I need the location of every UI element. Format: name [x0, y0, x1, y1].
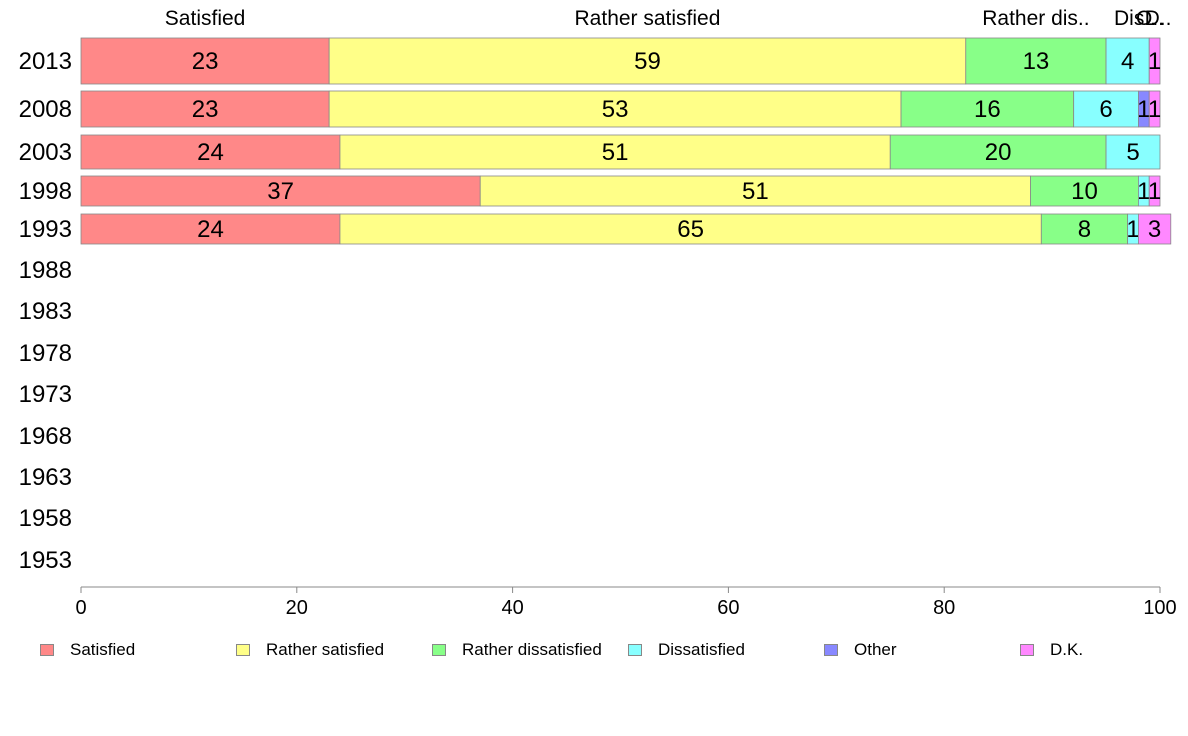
bar-label-2003-rather-satisfied: 51	[602, 139, 629, 166]
year-label-1988: 1988	[19, 257, 72, 284]
year-label-1993: 1993	[19, 216, 72, 243]
legend-label: Rather satisfied	[266, 640, 385, 659]
bar-1998-d-k-	[1148, 175, 1161, 207]
legend-swatch	[40, 644, 54, 656]
top-label-3: Dis..	[1114, 7, 1156, 30]
year-label-1953: 1953	[19, 547, 72, 574]
legend-swatch	[432, 644, 446, 656]
top-label-0: Satisfied	[165, 7, 246, 30]
legend-swatch	[628, 644, 642, 656]
year-label-2003: 2003	[19, 139, 72, 166]
bar-label-1993-satisfied: 24	[197, 216, 224, 243]
bar-1993-d-k-	[1138, 213, 1172, 245]
bar-2008-rather-dissatisfied	[900, 90, 1075, 128]
bar-label-2008-other: 1	[1137, 96, 1150, 123]
bar-2008-dissatisfied	[1073, 90, 1139, 128]
bar-2008-rather-satisfied	[328, 90, 902, 128]
bar-label-2003-satisfied: 24	[197, 139, 224, 166]
year-label-1968: 1968	[19, 423, 72, 450]
bar-1998-rather-dissatisfied	[1030, 175, 1139, 207]
bar-1998-rather-satisfied	[479, 175, 1031, 207]
year-label-1973: 1973	[19, 381, 72, 408]
bar-label-1998-rather-dissatisfied: 10	[1071, 178, 1098, 205]
bar-label-1998-satisfied: 37	[267, 178, 294, 205]
bar-label-2008-dissatisfied: 6	[1099, 96, 1112, 123]
legend: Satisfied Rather satisfied Rather dissatis…	[0, 640, 1188, 662]
top-label-2: Rather dis..	[982, 7, 1089, 30]
legend-label: Satisfied	[70, 640, 136, 659]
legend-swatch	[824, 644, 838, 656]
year-label-1963: 1963	[19, 464, 72, 491]
x-tick-label-60: 60	[717, 597, 739, 619]
bar-label-2008-d-k-: 1	[1148, 96, 1161, 123]
year-label-1958: 1958	[19, 505, 72, 532]
bar-label-2008-rather-satisfied: 53	[602, 96, 629, 123]
bar-label-2003-rather-dissatisfied: 20	[985, 139, 1012, 166]
legend-item-satisfied: Satisfied	[40, 640, 135, 660]
bar-label-1998-rather-satisfied: 51	[742, 178, 769, 205]
bar-label-1993-rather-dissatisfied: 8	[1078, 216, 1091, 243]
bar-label-1998-dissatisfied: 1	[1137, 178, 1150, 205]
legend-item-dissatisfied: Dissatisfied	[628, 640, 745, 660]
bar-1993-rather-satisfied	[339, 213, 1042, 245]
legend-label: Other	[854, 640, 897, 659]
year-label-2013: 2013	[19, 48, 72, 75]
bar-1998-satisfied	[80, 175, 481, 207]
bar-2013-d-k-	[1148, 37, 1161, 85]
stacked-bar-chart: 2013200820031998199319881983197819731968…	[19, 7, 1177, 619]
legend-item-rather-dissatisfied: Rather dissatisfied	[432, 640, 602, 660]
bar-2003-dissatisfied	[1105, 134, 1161, 170]
x-tick-label-20: 20	[286, 597, 308, 619]
bar-label-2013-satisfied: 23	[192, 48, 219, 75]
bar-2013-rather-dissatisfied	[965, 37, 1107, 85]
legend-label: D.K.	[1050, 640, 1084, 659]
top-label-5: D..	[1145, 7, 1172, 30]
year-label-1983: 1983	[19, 298, 72, 325]
legend-item-other: Other	[824, 640, 897, 660]
bar-label-2013-dissatisfied: 4	[1121, 48, 1134, 75]
bar-label-1998-d-k-: 1	[1148, 178, 1161, 205]
bar-2003-rather-satisfied	[339, 134, 891, 170]
bar-label-2008-rather-dissatisfied: 16	[974, 96, 1001, 123]
year-label-1978: 1978	[19, 340, 72, 367]
legend-item-rather-satisfied: Rather satisfied	[236, 640, 384, 660]
bar-2008-d-k-	[1148, 90, 1161, 128]
bar-1993-satisfied	[80, 213, 341, 245]
bar-2013-rather-satisfied	[328, 37, 967, 85]
legend-label: Dissatisfied	[658, 640, 745, 659]
year-label-1998: 1998	[19, 178, 72, 205]
legend-label: Rather dissatisfied	[462, 640, 602, 659]
bar-label-2013-rather-dissatisfied: 13	[1023, 48, 1050, 75]
bar-label-1993-d-k-: 3	[1148, 216, 1161, 243]
bar-2008-satisfied	[80, 90, 330, 128]
top-label-1: Rather satisfied	[575, 7, 721, 30]
bar-label-2013-d-k-: 1	[1148, 48, 1161, 75]
bar-label-2013-rather-satisfied: 59	[634, 48, 661, 75]
x-tick-label-100: 100	[1143, 597, 1176, 619]
bar-label-1993-dissatisfied: 1	[1126, 216, 1139, 243]
x-tick-label-0: 0	[75, 597, 86, 619]
top-label-4: O..	[1136, 7, 1164, 30]
year-label-2008: 2008	[19, 96, 72, 123]
legend-item-d-k-: D.K.	[1020, 640, 1083, 660]
legend-swatch	[236, 644, 250, 656]
x-tick-label-80: 80	[933, 597, 955, 619]
bar-2003-rather-dissatisfied	[889, 134, 1107, 170]
bar-label-2003-dissatisfied: 5	[1126, 139, 1139, 166]
x-tick-label-40: 40	[501, 597, 523, 619]
bar-2013-satisfied	[80, 37, 330, 85]
bar-label-1993-rather-satisfied: 65	[677, 216, 704, 243]
bar-label-2008-satisfied: 23	[192, 96, 219, 123]
legend-swatch	[1020, 644, 1034, 656]
